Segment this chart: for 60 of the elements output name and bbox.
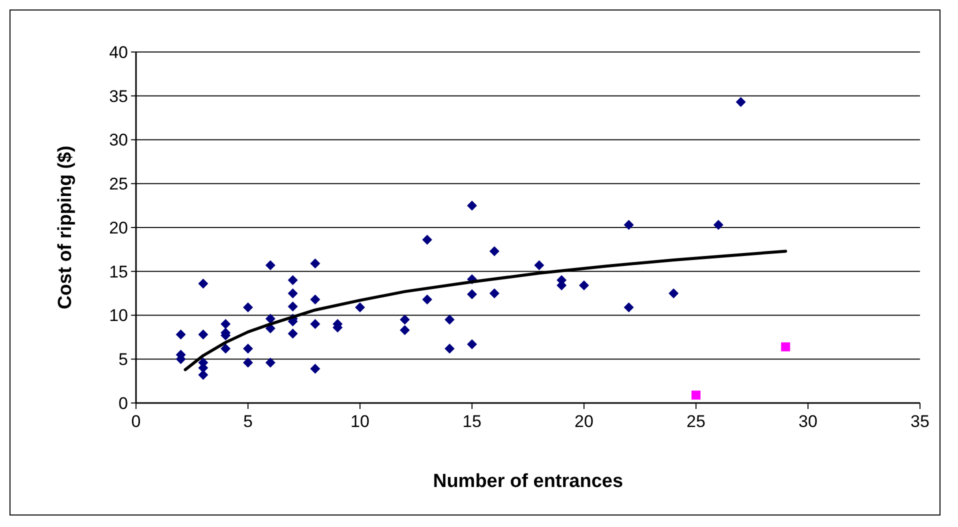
point	[265, 260, 276, 270]
point	[489, 288, 500, 298]
point	[310, 319, 320, 330]
point	[579, 280, 589, 290]
point	[781, 342, 790, 352]
point	[444, 344, 455, 354]
point	[176, 330, 186, 340]
point	[624, 302, 634, 312]
x-tick-label: 20	[574, 412, 594, 431]
point	[220, 344, 231, 354]
y-tick-label: 25	[109, 174, 128, 194]
point	[310, 364, 320, 374]
point	[198, 278, 208, 289]
point	[288, 328, 298, 339]
point	[310, 258, 320, 268]
y-tick-label: 5	[118, 350, 128, 370]
point	[692, 390, 700, 400]
y-tick-label: 10	[109, 306, 128, 326]
y-tick-label: 15	[109, 262, 128, 282]
point	[400, 314, 410, 325]
point	[288, 275, 298, 286]
point	[400, 325, 410, 336]
point	[422, 234, 432, 245]
point	[198, 330, 208, 340]
point	[534, 260, 544, 270]
point	[198, 370, 208, 380]
point	[243, 302, 253, 312]
point	[624, 220, 634, 230]
point	[467, 289, 477, 300]
point	[265, 314, 276, 324]
x-tick-label: 35	[910, 412, 930, 431]
point	[444, 314, 455, 325]
y-tick-label: 20	[109, 218, 128, 238]
point	[288, 301, 298, 312]
x-tick-label: 10	[350, 412, 370, 431]
point	[668, 288, 679, 298]
point	[243, 344, 253, 354]
point	[220, 319, 231, 330]
y-tick-label: 40	[109, 42, 128, 62]
x-tick-label: 25	[686, 412, 706, 431]
x-tick-label: 30	[798, 412, 818, 431]
point	[422, 294, 432, 304]
point	[489, 246, 500, 256]
x-tick-label: 5	[243, 412, 253, 431]
x-axis-title: Number of entrances	[432, 471, 624, 492]
point	[736, 97, 746, 108]
y-tick-label: 30	[109, 130, 128, 150]
y-axis-title: Cost of ripping ($)	[55, 146, 76, 310]
point	[288, 288, 298, 298]
y-tick-label: 35	[109, 86, 128, 106]
y-tick-label: 0	[118, 394, 128, 413]
x-tick-label: 0	[131, 412, 141, 431]
point	[243, 358, 253, 368]
point	[265, 358, 276, 368]
point	[467, 200, 477, 211]
point	[310, 294, 320, 304]
point	[713, 220, 724, 230]
point	[467, 339, 477, 350]
point	[355, 302, 365, 312]
x-tick-label: 15	[462, 412, 482, 431]
